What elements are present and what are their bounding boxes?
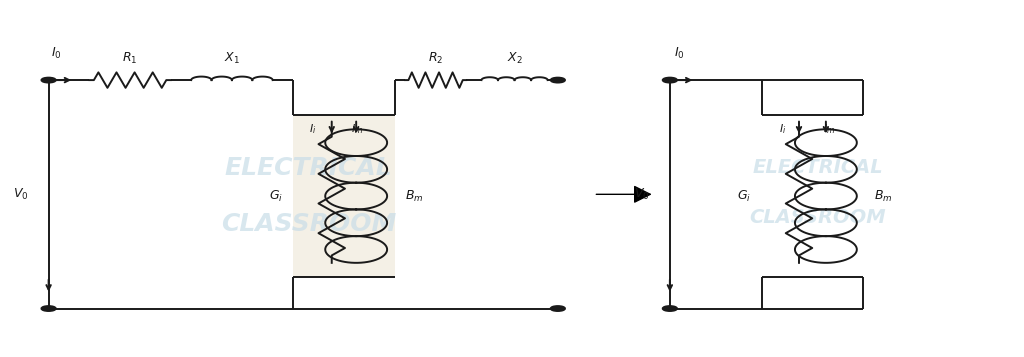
Text: $G_i$: $G_i$: [268, 188, 283, 203]
Text: $V_0$: $V_0$: [634, 187, 649, 202]
Circle shape: [42, 77, 55, 82]
Text: $I_m$: $I_m$: [823, 122, 836, 136]
Text: $I_0$: $I_0$: [50, 46, 61, 61]
Text: $I_i$: $I_i$: [779, 122, 786, 136]
Text: $X_1$: $X_1$: [224, 51, 240, 66]
Text: $X_2$: $X_2$: [507, 51, 522, 66]
Bar: [293, 115, 395, 277]
Text: $B_m$: $B_m$: [406, 188, 424, 203]
Text: CLASSROOM: CLASSROOM: [750, 208, 886, 227]
Circle shape: [42, 306, 55, 311]
Text: $B_m$: $B_m$: [873, 188, 892, 203]
Text: CLASSROOM: CLASSROOM: [220, 212, 396, 236]
Circle shape: [663, 306, 677, 311]
Text: $R_2$: $R_2$: [428, 51, 443, 66]
Text: $R_1$: $R_1$: [123, 51, 138, 66]
Text: ELECTRICAL: ELECTRICAL: [753, 159, 883, 177]
Text: $I_0$: $I_0$: [674, 46, 685, 61]
Text: $G_i$: $G_i$: [737, 188, 752, 203]
Circle shape: [663, 77, 677, 82]
Text: $I_i$: $I_i$: [309, 122, 316, 136]
Text: ELECTRICAL: ELECTRICAL: [224, 156, 392, 180]
Circle shape: [551, 77, 565, 82]
Text: $I_m$: $I_m$: [351, 122, 364, 136]
Text: $V_0$: $V_0$: [12, 187, 29, 202]
Circle shape: [551, 306, 565, 311]
